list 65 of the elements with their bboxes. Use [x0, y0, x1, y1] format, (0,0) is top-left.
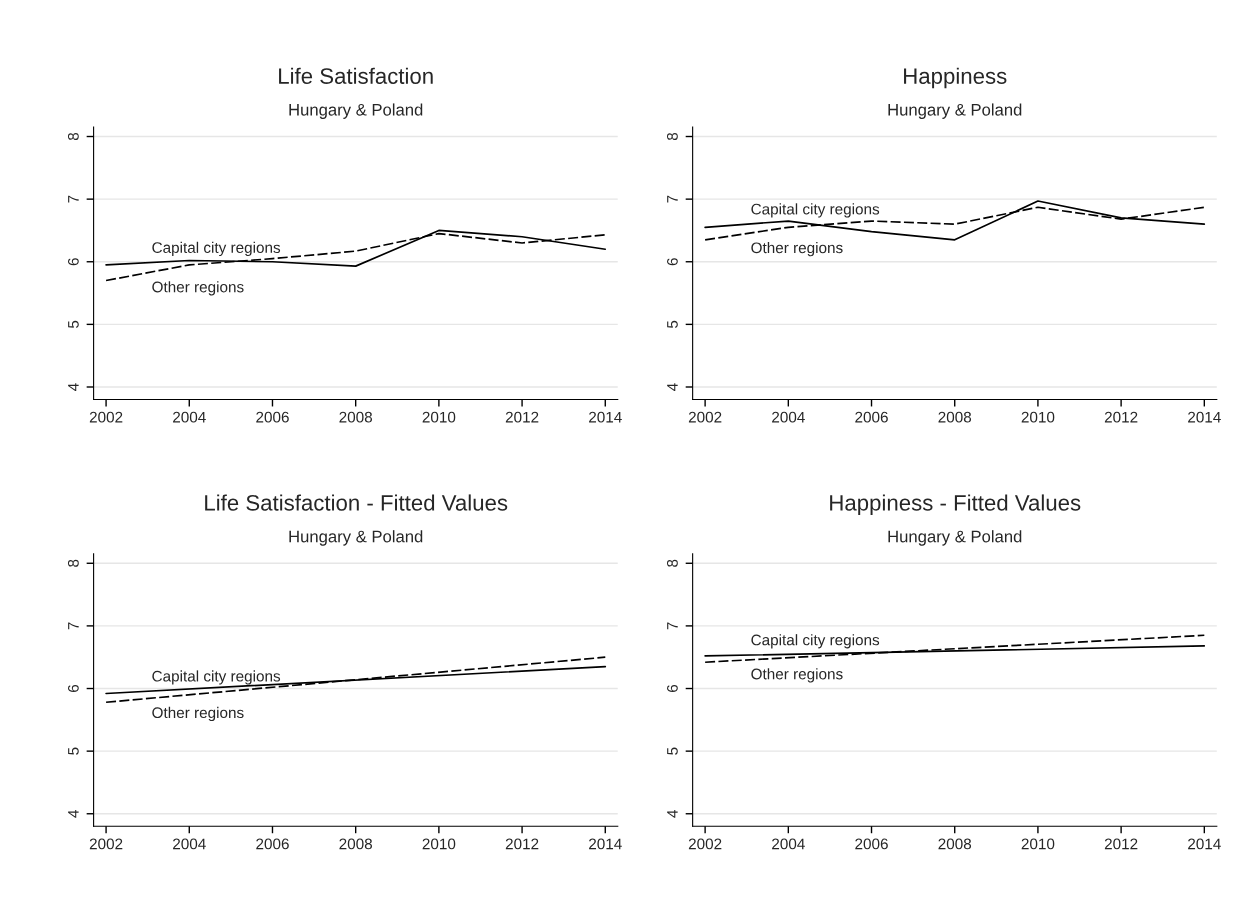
x-tick-label: 2012 [1104, 838, 1138, 850]
y-tick-label: 8 [667, 132, 678, 141]
chart-subtitle: Hungary & Poland [888, 103, 1022, 119]
x-tick-label: 2010 [422, 838, 456, 850]
chart-title: Life Satisfaction [279, 67, 433, 84]
line-series [105, 232, 607, 282]
x-tick-label: 2004 [173, 411, 206, 423]
x-tick-label: 2006 [256, 838, 289, 850]
x-tick-label: 2006 [855, 411, 888, 423]
x-tick-label: 2014 [1188, 838, 1221, 850]
series-label: Capital city regions [751, 634, 880, 649]
x-tick-label: 2008 [339, 838, 373, 850]
x-tick-label: 2010 [1021, 838, 1055, 850]
y-tick-label: 5 [667, 747, 678, 755]
series-label: Other regions [152, 281, 244, 296]
y-tick-label: 6 [67, 258, 79, 266]
x-tick-label: 2004 [772, 838, 805, 850]
chart-title: Life Satisfaction - Fitted Values [205, 494, 508, 511]
y-tick-label: 7 [667, 622, 678, 630]
x-tick-label: 2002 [688, 411, 722, 423]
chart-subtitle: Hungary & Poland [888, 530, 1022, 546]
x-tick-label: 2008 [339, 411, 373, 423]
chart-subtitle: Hungary & Poland [289, 103, 423, 119]
x-tick-label: 2010 [1021, 411, 1055, 423]
y-tick-label: 4 [68, 809, 79, 818]
x-tick-label: 2002 [688, 838, 722, 850]
chart-title: Happiness [904, 67, 1007, 89]
y-tick-label: 7 [68, 622, 79, 630]
y-tick-label: 5 [68, 320, 79, 329]
series-label: Capital city regions [152, 670, 281, 685]
x-tick-label: 2006 [256, 411, 289, 423]
x-tick-label: 2006 [855, 838, 888, 850]
x-tick-label: 2010 [422, 411, 456, 423]
x-tick-label: 2012 [505, 838, 539, 850]
x-tick-label: 2004 [772, 411, 805, 423]
x-tick-label: 2012 [1104, 411, 1138, 423]
chart-title: Happiness - Fitted Values [830, 494, 1081, 516]
x-tick-label: 2014 [589, 838, 622, 850]
y-tick-label: 7 [68, 195, 79, 203]
y-tick-label: 6 [667, 684, 678, 692]
series-label: Other regions [152, 706, 244, 722]
chart-subtitle: Hungary & Poland [289, 530, 423, 546]
x-tick-label: 2002 [89, 411, 123, 423]
x-tick-label: 2014 [589, 411, 622, 423]
x-tick-label: 2008 [938, 411, 972, 423]
y-tick-label: 8 [67, 132, 79, 141]
series-label: Capital city regions [751, 203, 880, 218]
y-tick-label: 8 [667, 559, 678, 567]
y-tick-label: 7 [667, 195, 678, 203]
x-tick-label: 2008 [938, 838, 972, 850]
y-tick-label: 4 [667, 809, 678, 818]
y-tick-label: 4 [68, 383, 79, 391]
y-tick-label: 5 [667, 320, 678, 329]
x-tick-label: 2004 [173, 838, 206, 850]
x-tick-label: 2012 [505, 411, 539, 423]
x-tick-label: 2014 [1188, 411, 1221, 423]
y-tick-label: 8 [67, 559, 79, 567]
x-tick-label: 2002 [89, 838, 123, 850]
series-label: Other regions [751, 241, 843, 257]
y-tick-label: 6 [667, 258, 678, 266]
y-tick-label: 6 [67, 684, 79, 692]
series-label: Other regions [751, 668, 843, 683]
series-label: Capital city regions [152, 241, 281, 257]
y-tick-label: 4 [667, 383, 678, 391]
y-tick-label: 5 [68, 747, 79, 755]
